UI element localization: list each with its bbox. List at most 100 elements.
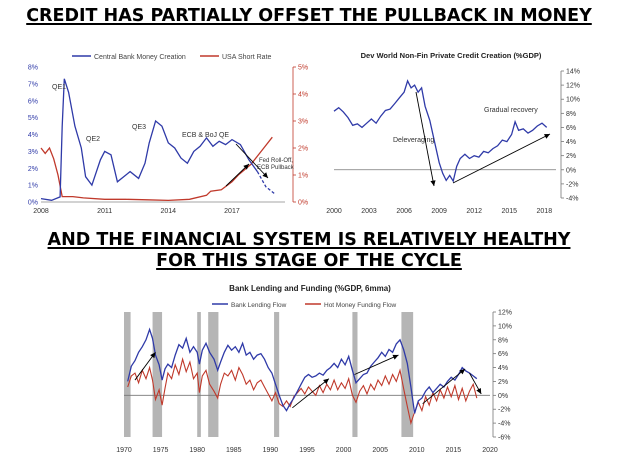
x-tick-label: 2014 [161, 208, 177, 215]
annotation-arrow-1970s [134, 352, 156, 381]
x-tick-label-bank: 1985 [226, 447, 242, 454]
legend-label-money: Central Bank Money Creation [94, 54, 186, 61]
y2-tick-label: 0% [298, 200, 308, 207]
x-tick-label-bank: 1995 [299, 447, 315, 454]
x-tick-label-bank: 2000 [336, 447, 352, 454]
y-tick-label-credit: 2% [566, 153, 576, 160]
annotation-fed-rolloff: Fed Roll-Off, [259, 158, 293, 164]
headline-middle-line-1: AND THE FINANCIAL SYSTEM IS RELATIVELY H… [47, 230, 571, 250]
x-tick-label-credit: 2000 [326, 208, 342, 215]
annotation-arrow-recovery-head [544, 134, 550, 139]
y-tick-label-credit: -2% [566, 181, 578, 188]
y2-tick-label: 2% [298, 146, 308, 153]
y-tick-label-bank: 0% [498, 393, 508, 400]
recession-band [401, 312, 414, 437]
x-tick-label-bank: 1980 [189, 447, 205, 454]
y-tick-label: 2% [28, 166, 38, 173]
annotation-arrow-2018-head [476, 387, 482, 394]
y-tick-label-bank: 4% [498, 365, 508, 372]
y-tick-label-credit: 10% [566, 97, 580, 104]
annotation-arrow-up-head [243, 164, 249, 170]
annotation-arrow-1970s-head [150, 352, 156, 359]
y-tick-label-bank: -4% [498, 421, 510, 428]
legend-label-bank-lending: Bank Lending Flow [231, 302, 287, 309]
y-tick-label: 6% [28, 98, 38, 105]
y-tick-label-credit: 6% [566, 125, 576, 132]
y-tick-label-credit: 14% [566, 69, 580, 76]
annotation-arrow-down [235, 143, 269, 179]
x-tick-label-credit: 2009 [431, 208, 447, 215]
x-tick-label-credit: 2003 [361, 208, 377, 215]
x-tick-label: 2017 [224, 208, 240, 215]
y-tick-label: 8% [28, 65, 38, 72]
x-tick-label-credit: 2018 [537, 208, 553, 215]
x-tick-label-bank: 1990 [263, 447, 279, 454]
legend-label-hot-money: Hot Money Funding Flow [324, 302, 397, 309]
series-line-hot-money-funding [127, 357, 478, 426]
annotation-deleveraging: Deleveraging [393, 137, 434, 144]
y-tick-label: 3% [28, 149, 38, 156]
annotation-arrow-1990s-head [323, 378, 329, 385]
x-tick-label-bank: 2005 [372, 447, 388, 454]
annotation-arrow-deleveraging-head [430, 180, 436, 186]
series-line-credit-creation [333, 79, 548, 183]
annotation-arrow-1990s [292, 378, 330, 409]
y-tick-label: 7% [28, 81, 38, 88]
y-tick-label: 4% [28, 132, 38, 139]
recession-band [152, 312, 163, 437]
legend-label-rate: USA Short Rate [222, 54, 272, 61]
recession-band [124, 312, 131, 437]
x-tick-label-bank: 1970 [116, 447, 132, 454]
x-tick-label-bank: 2010 [409, 447, 425, 454]
annotation-ecb-boj-qe: ECB & BoJ QE [182, 132, 229, 139]
x-tick-label-credit: 2012 [466, 208, 482, 215]
y-tick-label-bank: -2% [498, 407, 510, 414]
y-tick-label-bank: 12% [498, 310, 512, 317]
series-line-bank-lending [127, 327, 478, 414]
annotation-arrow-recovery [452, 133, 551, 184]
chart-title-bank-lending: Bank Lending and Funding (%GDP, 6mma) [229, 284, 391, 293]
y-tick-label-bank: 2% [498, 379, 508, 386]
x-tick-label-credit: 2015 [501, 208, 517, 215]
headline-top: CREDIT HAS PARTIALLY OFFSET THE PULLBACK… [26, 6, 592, 26]
x-tick-label-bank: 2020 [482, 447, 498, 454]
y-tick-label-bank: 6% [498, 351, 508, 358]
headline-middle-line-2: FOR THIS STAGE OF THE CYCLE [156, 251, 462, 271]
annotation-arrow-down-head [262, 172, 268, 178]
series-line-central-bank-money [40, 78, 258, 201]
series-line-usa-short-rate [40, 136, 273, 202]
y-tick-label-bank: 8% [498, 337, 508, 344]
x-tick-label-bank: 1975 [153, 447, 169, 454]
y-tick-label: 1% [28, 183, 38, 190]
y-tick-label-bank: 10% [498, 323, 512, 330]
annotation-arrow-2000s-head [392, 354, 399, 360]
y-tick-label: 5% [28, 115, 38, 122]
recession-band [197, 312, 201, 437]
x-tick-label-bank: 2015 [446, 447, 462, 454]
y2-tick-label: 5% [298, 65, 308, 72]
y2-tick-label: 1% [298, 173, 308, 180]
annotation-gradual-recovery: Gradual recovery [484, 107, 538, 114]
annotation-arrow-2000s [354, 354, 399, 375]
y2-tick-label: 3% [298, 119, 308, 126]
y-tick-label-credit: 0% [566, 167, 576, 174]
x-tick-label: 2011 [97, 208, 112, 215]
y-tick-label: 0% [28, 200, 38, 207]
recession-band [208, 312, 219, 437]
annotation-arrow-2010s [422, 368, 466, 405]
annotation-arrow-2010s-head [459, 368, 466, 375]
annotation-arrow-deleveraging [415, 91, 435, 187]
y-tick-label-credit: -4% [566, 196, 578, 203]
annotation-qe1: QE1 [52, 84, 66, 91]
annotation-qe3: QE3 [132, 124, 146, 131]
chart-title-credit: Dev World Non-Fin Private Credit Creatio… [361, 51, 542, 60]
y-tick-label-credit: 4% [566, 139, 576, 146]
y2-tick-label: 4% [298, 92, 308, 99]
annotation-qe2: QE2 [86, 136, 100, 143]
x-tick-label-credit: 2006 [396, 208, 412, 215]
x-tick-label: 2008 [33, 208, 49, 215]
annotation-ecb-pullback: ECB Pullback [257, 165, 295, 171]
y-tick-label-credit: 12% [566, 83, 580, 90]
y-tick-label-credit: 8% [566, 111, 576, 118]
